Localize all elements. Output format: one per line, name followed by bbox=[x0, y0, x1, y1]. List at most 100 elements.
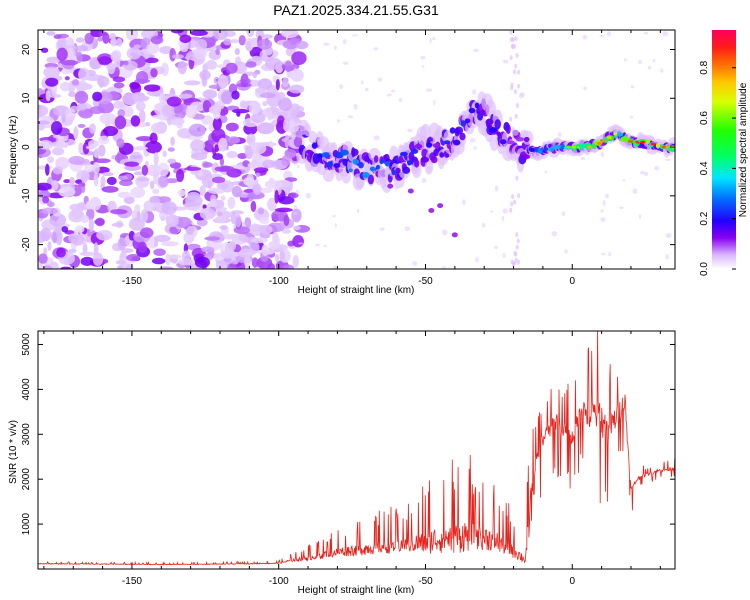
spectrogram-cell bbox=[288, 192, 299, 199]
spectrogram-cell bbox=[580, 157, 586, 161]
spectrogram-cell bbox=[84, 164, 95, 173]
spectrogram-cell bbox=[216, 182, 229, 190]
spectrogram-cell bbox=[298, 242, 303, 245]
spectrogram-cell bbox=[135, 70, 149, 85]
spectrogram-cell bbox=[646, 139, 651, 144]
spectrogram-image bbox=[38, 30, 675, 269]
spectrogram-cell bbox=[153, 234, 171, 243]
spectrogram-cell bbox=[40, 227, 52, 242]
spectrogram-cell bbox=[294, 204, 297, 210]
spectrogram-cell bbox=[89, 106, 105, 115]
colorbar-tick-label: 0.0 bbox=[699, 262, 710, 276]
spectrogram-cell bbox=[75, 225, 85, 233]
spectrogram-cell bbox=[68, 155, 85, 165]
spectrogram-cell bbox=[185, 225, 198, 238]
spectrogram-frame bbox=[37, 29, 676, 270]
spectrogram-cell bbox=[473, 48, 479, 53]
spectrogram-cell bbox=[262, 159, 276, 168]
spectrogram-cell bbox=[282, 264, 295, 269]
colorbar-tick-label: 0.4 bbox=[699, 161, 710, 175]
spectrogram-cell bbox=[113, 100, 125, 109]
spectrogram-cell bbox=[509, 116, 513, 122]
spectrogram-cell bbox=[106, 176, 117, 186]
spectrogram-cell bbox=[64, 76, 70, 81]
spectrogram-cell bbox=[167, 158, 177, 164]
spectrogram-cell bbox=[509, 207, 513, 213]
spectrogram-cell bbox=[80, 215, 90, 224]
colorbar: 0.0 0.2 0.4 0.6 0.8 Normalized spectral ampl… bbox=[699, 30, 749, 276]
spectrogram-cell bbox=[502, 59, 509, 64]
spectrogram-cell bbox=[149, 180, 155, 190]
spectrogram-cell bbox=[384, 161, 390, 167]
spectrogram-cell bbox=[600, 152, 605, 157]
spectrogram-cell bbox=[510, 201, 514, 207]
spectrogram-cell bbox=[110, 37, 117, 47]
spectrogram-cell bbox=[190, 30, 208, 36]
spectrogram-cell bbox=[202, 204, 207, 210]
spectrogram-cell bbox=[71, 79, 80, 86]
spectrogram-cell bbox=[246, 133, 256, 146]
spectrogram-cell bbox=[443, 140, 451, 145]
spectrogram-cell bbox=[390, 89, 396, 93]
spectrogram-cell bbox=[378, 77, 383, 82]
spectrogram-cell bbox=[115, 260, 127, 265]
spectrogram-cell bbox=[101, 186, 119, 193]
snr-y-tick-label: 2000 bbox=[21, 468, 32, 491]
spectrogram-cell bbox=[153, 170, 159, 185]
spectrogram-cell bbox=[179, 34, 192, 44]
spectrogram-cell bbox=[351, 148, 359, 156]
spectrogram-cell bbox=[88, 218, 94, 232]
spectrogram-cell bbox=[647, 65, 652, 70]
spectrogram-cell bbox=[190, 152, 208, 161]
spectrogram-cell bbox=[291, 208, 302, 223]
spectrogram-cell bbox=[332, 215, 336, 218]
spectrogram-cell bbox=[161, 241, 179, 247]
spectrogram-cell bbox=[587, 145, 593, 149]
spectrogram-cell bbox=[257, 78, 273, 91]
spectrogram-cell bbox=[73, 126, 79, 140]
spectrogram-x-tick-label: -150 bbox=[122, 276, 142, 287]
spectrogram-cell bbox=[630, 85, 635, 89]
spectrogram-cell bbox=[316, 153, 324, 159]
spectrogram-cell bbox=[517, 69, 521, 75]
spectrogram-cell bbox=[294, 67, 298, 74]
spectrogram-cell bbox=[246, 78, 251, 84]
spectrogram-cell bbox=[339, 84, 344, 90]
spectrogram-x-tick-label: -100 bbox=[269, 276, 289, 287]
spectrogram-cell bbox=[227, 136, 240, 144]
spectrogram-cell bbox=[175, 216, 192, 228]
spectrogram-cell bbox=[583, 86, 587, 91]
spectrogram-cell bbox=[227, 241, 237, 252]
spectrogram-cell bbox=[140, 209, 149, 223]
spectrogram-cell bbox=[375, 164, 381, 170]
spectrogram-cell bbox=[407, 160, 413, 166]
spectrogram-cell bbox=[78, 67, 90, 81]
spectrogram-cell bbox=[47, 201, 55, 208]
spectrogram-y-tick-label: -10 bbox=[21, 188, 32, 203]
spectrogram-cell bbox=[150, 68, 158, 78]
spectrogram-cell bbox=[407, 128, 414, 133]
spectrogram-cell bbox=[68, 91, 77, 98]
spectrogram-cell bbox=[149, 132, 158, 145]
spectrogram-cell bbox=[89, 123, 96, 134]
spectrogram-cell bbox=[170, 136, 175, 146]
spectrogram-cell bbox=[256, 122, 275, 135]
chart-title: PAZ1.2025.334.21.55.G31 bbox=[273, 2, 439, 18]
spectrogram-cell bbox=[395, 167, 401, 174]
spectrogram-cell bbox=[77, 123, 86, 128]
spectrogram-cell bbox=[620, 136, 630, 143]
spectrogram-cell bbox=[640, 140, 646, 144]
spectrogram-cell bbox=[347, 115, 354, 119]
spectrogram-cell bbox=[39, 190, 51, 199]
spectrogram-cell bbox=[135, 100, 146, 112]
spectrogram-cell bbox=[196, 218, 208, 227]
spectrogram-cell bbox=[246, 30, 255, 38]
spectrogram-cell bbox=[373, 47, 379, 51]
spectrogram-cell bbox=[217, 75, 229, 89]
spectrogram-cell bbox=[185, 194, 203, 207]
spectrogram-cell bbox=[93, 173, 99, 187]
spectrogram-cell bbox=[340, 149, 349, 156]
spectrogram-cell bbox=[217, 207, 227, 212]
spectrogram-cell bbox=[305, 149, 314, 154]
spectrogram-cell bbox=[511, 44, 515, 50]
